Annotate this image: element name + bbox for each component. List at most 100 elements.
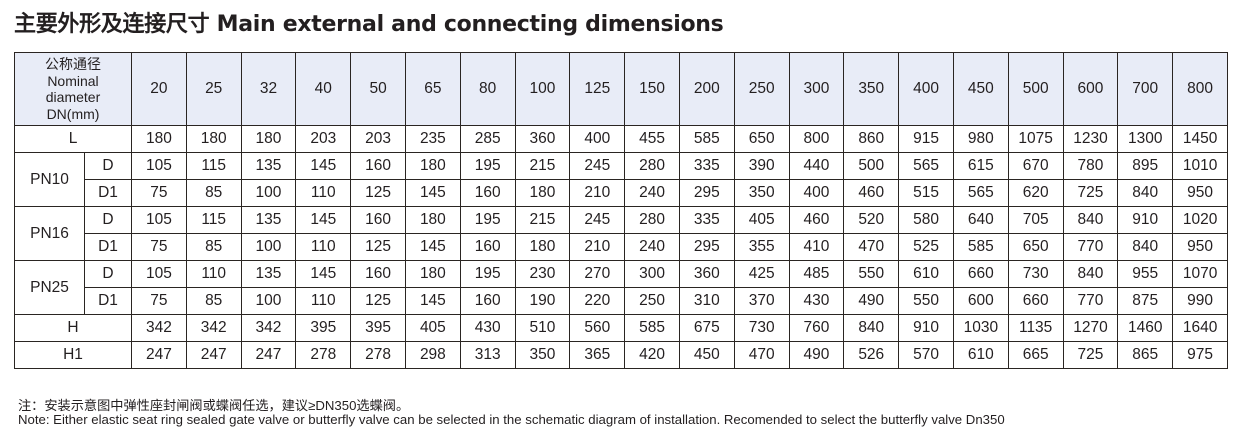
value-cell: 460 (788, 206, 845, 234)
value-cell: 425 (733, 260, 790, 288)
value-cell: 515 (898, 179, 954, 207)
value-cell: 203 (295, 125, 352, 153)
value-cell: 335 (678, 152, 735, 180)
table-row-pn10-d1: D1 75 85 100 110 125 145 160 180 210 240 295 350 400 4… (15, 179, 1228, 207)
value-cell: 950 (1172, 233, 1228, 261)
value-cell: 75 (131, 287, 187, 315)
value-cell: 245 (569, 206, 626, 234)
value-cell: 110 (295, 287, 352, 315)
value-cell: 75 (131, 233, 187, 261)
value-cell: 203 (350, 125, 406, 153)
value-cell: 526 (843, 341, 900, 369)
table-row-l: L 180 180 180 203 203 235 285 360 400 455 585 650 800… (14, 125, 1228, 153)
value-cell: 670 (1007, 152, 1064, 180)
value-cell: 180 (514, 179, 571, 207)
dn-header-cell: 600 (1062, 52, 1119, 126)
value-cell: 410 (788, 233, 845, 261)
value-cell: 975 (1172, 341, 1228, 369)
value-cell: 640 (952, 206, 1009, 234)
value-cell: 110 (295, 179, 352, 207)
value-cell: 342 (240, 314, 297, 342)
value-cell: 585 (952, 233, 1009, 261)
dn-header-cell: 700 (1117, 52, 1174, 126)
table-row-pn25-d1: D1 75 85 100 110 125 145 160 190 220 250 310 370 430 4… (15, 287, 1228, 315)
value-cell: 220 (569, 287, 626, 315)
row-sublabel: D (84, 260, 132, 288)
pressure-group-label: PN10 (14, 152, 85, 207)
value-cell: 125 (350, 179, 406, 207)
value-cell: 125 (350, 233, 406, 261)
page-title: 主要外形及连接尺寸 Main external and connecting d… (14, 12, 724, 37)
value-cell: 525 (898, 233, 954, 261)
value-cell: 395 (295, 314, 352, 342)
value-cell: 342 (131, 314, 187, 342)
value-cell: 240 (624, 179, 680, 207)
note-english: Note: Either elastic seat ring sealed ga… (18, 412, 1005, 427)
value-cell: 300 (624, 260, 680, 288)
value-cell: 980 (952, 125, 1009, 153)
table-row-h: H 342 342 342 395 395 405 430 510 560 585 675 730 760… (14, 314, 1228, 342)
value-cell: 725 (1062, 341, 1119, 369)
value-cell: 75 (131, 179, 187, 207)
dn-header-cell: 32 (240, 52, 297, 126)
value-cell: 610 (952, 341, 1009, 369)
value-cell: 270 (569, 260, 626, 288)
value-cell: 990 (1172, 287, 1228, 315)
value-cell: 470 (733, 341, 790, 369)
value-cell: 313 (459, 341, 516, 369)
dn-header-cell: 400 (898, 52, 954, 126)
value-cell: 470 (843, 233, 900, 261)
value-cell: 135 (240, 206, 297, 234)
value-cell: 520 (843, 206, 900, 234)
value-cell: 105 (131, 206, 187, 234)
value-cell: 298 (404, 341, 461, 369)
header-row: 公称通径 Nominal diameter DN(mm) 20 25 32 40 50 65 80 1… (14, 52, 1228, 126)
value-cell: 285 (459, 125, 516, 153)
value-cell: 360 (678, 260, 735, 288)
value-cell: 860 (843, 125, 900, 153)
value-cell: 360 (514, 125, 571, 153)
header-label-line: diameter (45, 89, 101, 105)
value-cell: 145 (404, 179, 461, 207)
pressure-group-label: PN25 (14, 260, 85, 315)
dn-header-cell: 350 (843, 52, 900, 126)
row-label: H (14, 314, 132, 342)
value-cell: 730 (1007, 260, 1064, 288)
dn-header-cell: 40 (295, 52, 352, 126)
value-cell: 1075 (1007, 125, 1064, 153)
value-cell: 840 (843, 314, 900, 342)
value-cell: 610 (898, 260, 954, 288)
value-cell: 240 (624, 233, 680, 261)
dimensions-table: 公称通径 Nominal diameter DN(mm) 20 25 32 40 50 65 80 1… (14, 52, 1228, 369)
row-label: H1 (14, 341, 132, 369)
header-label-line: DN(mm) (46, 105, 100, 122)
value-cell: 1135 (1007, 314, 1064, 342)
value-cell: 1640 (1172, 314, 1228, 342)
value-cell: 1070 (1172, 260, 1228, 288)
value-cell: 485 (788, 260, 845, 288)
value-cell: 450 (678, 341, 735, 369)
value-cell: 490 (843, 287, 900, 315)
dn-header-cell: 125 (569, 52, 626, 126)
value-cell: 350 (514, 341, 571, 369)
row-sublabel: D (84, 206, 132, 234)
value-cell: 600 (952, 287, 1009, 315)
value-cell: 115 (185, 206, 242, 234)
value-cell: 390 (733, 152, 790, 180)
dn-header-cell: 450 (952, 52, 1009, 126)
value-cell: 145 (295, 260, 352, 288)
value-cell: 295 (678, 233, 735, 261)
value-cell: 105 (131, 152, 187, 180)
value-cell: 800 (788, 125, 845, 153)
value-cell: 895 (1117, 152, 1174, 180)
value-cell: 875 (1117, 287, 1174, 315)
value-cell: 420 (624, 341, 680, 369)
value-cell: 615 (952, 152, 1009, 180)
value-cell: 180 (240, 125, 297, 153)
row-label: L (14, 125, 132, 153)
value-cell: 550 (898, 287, 954, 315)
value-cell: 195 (459, 206, 516, 234)
value-cell: 455 (624, 125, 680, 153)
table-row-pn25-d: PN25 D 105 110 135 145 160 180 195 230 270 300 360 42… (14, 260, 1228, 315)
value-cell: 915 (898, 125, 954, 153)
